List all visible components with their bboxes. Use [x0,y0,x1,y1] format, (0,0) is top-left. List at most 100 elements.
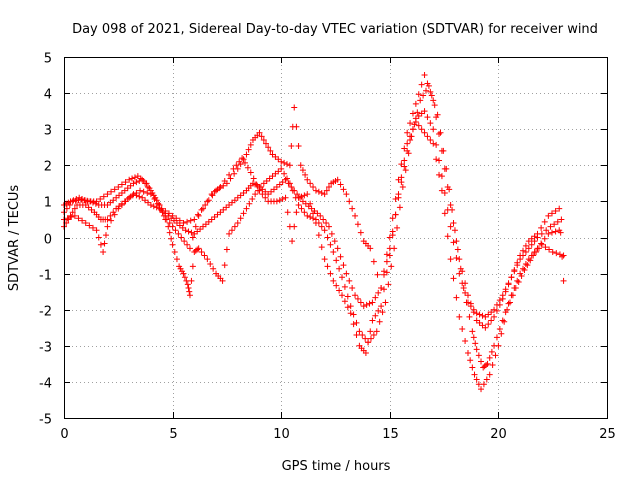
data-point [188,277,195,284]
data-point [233,162,240,169]
data-point [133,189,140,196]
plot-frame [64,57,608,419]
data-point [166,220,173,227]
data-point [407,120,414,127]
data-point [404,129,411,136]
data-point [210,265,217,272]
data-point [166,229,173,236]
data-point [515,279,522,286]
data-point [156,202,163,209]
y-tick-label: 5 [44,52,52,67]
data-point [282,194,289,201]
data-point [372,294,379,301]
data-point [204,198,211,205]
data-point [295,143,302,150]
data-point [521,266,528,273]
data-point [339,292,346,299]
data-point [346,198,353,205]
data-point [488,317,495,324]
data-point [267,147,274,154]
data-point [169,223,176,230]
data-point [288,143,295,150]
data-point [512,285,519,292]
y-tick-label: 3 [44,124,52,139]
data-point [415,122,422,129]
data-point [438,147,445,154]
x-tick-label: 0 [60,427,68,442]
data-point [493,334,500,341]
data-point [467,300,474,307]
data-point [301,209,308,216]
data-point [347,303,354,310]
data-point [480,381,487,388]
data-point [447,256,454,263]
data-point [412,100,419,107]
data-point [64,215,71,222]
data-point [131,174,138,181]
data-point [464,350,471,357]
data-point [140,188,147,195]
data-point [344,293,351,300]
data-point [327,241,334,248]
data-point [191,216,198,223]
data-point [262,194,269,201]
data-point [318,244,325,251]
data-point [488,348,495,355]
data-point [143,180,150,187]
data-point [247,169,254,176]
data-point [499,317,506,324]
data-point [459,325,466,332]
y-tick-label: 0 [44,233,52,248]
data-point [354,221,361,228]
data-point [386,252,393,259]
data-point [385,281,392,288]
data-point [518,273,525,280]
data-point [350,311,357,318]
data-point [130,191,137,198]
data-point [396,204,403,211]
data-point [401,157,408,164]
y-tick-label: -1 [39,269,52,284]
data-point [144,183,151,190]
data-point [324,263,331,270]
data-point [231,170,238,177]
data-point [517,252,524,259]
data-point [349,205,356,212]
data-point [260,137,267,144]
data-point [323,220,330,227]
x-tick-label: 20 [490,427,507,442]
data-point [538,240,545,247]
data-point [374,271,381,278]
data-point [104,216,111,223]
data-point [484,360,491,367]
data-point [552,208,559,215]
data-point [478,386,485,393]
data-point [304,176,311,183]
data-point [207,260,214,267]
data-point [133,179,140,186]
data-point [482,324,489,331]
data-point [504,306,511,313]
data-point [367,335,374,342]
data-point [409,110,416,117]
data-point [240,156,247,163]
data-point [498,330,505,337]
data-point [436,171,443,178]
data-point [401,145,408,152]
data-point [220,182,227,189]
data-point [486,371,493,378]
data-point [339,274,346,281]
data-point [184,241,191,248]
data-point [473,376,480,383]
data-point [101,240,108,247]
chart-title: Day 098 of 2021, Sidereal Day-to-day VTE… [72,22,598,37]
data-point [424,133,431,140]
data-point [349,285,356,292]
y-tick-label: -3 [39,341,52,356]
data-point [146,185,153,192]
data-point [295,202,302,209]
data-point [524,262,531,269]
data-point [427,137,434,144]
data-point [392,195,399,202]
data-point [118,202,125,209]
